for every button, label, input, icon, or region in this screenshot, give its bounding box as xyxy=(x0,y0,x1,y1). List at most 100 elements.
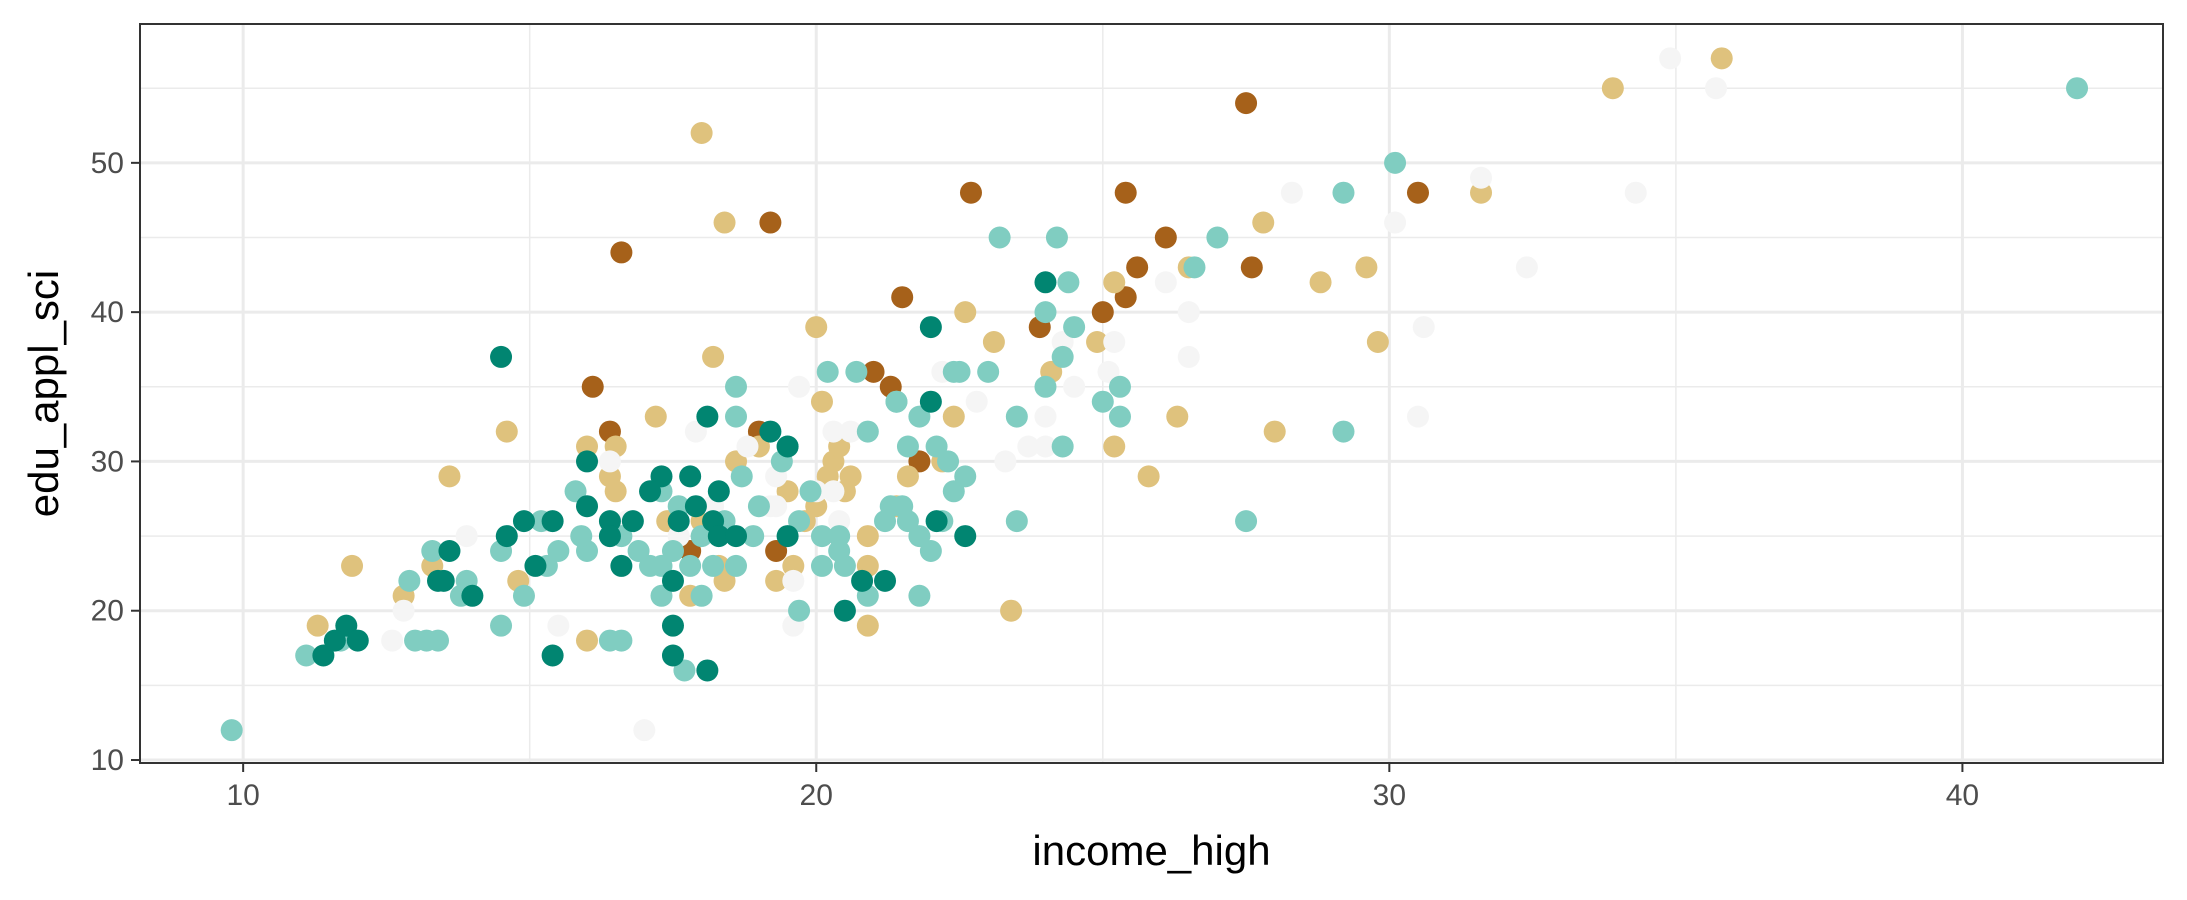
data-point-dark-brown xyxy=(1235,92,1258,115)
data-point-light-teal xyxy=(988,226,1011,249)
data-point-dark-teal xyxy=(679,465,702,488)
data-point-light-teal xyxy=(1108,375,1131,398)
data-point-dark-teal xyxy=(874,569,897,592)
data-point-tan xyxy=(690,121,713,144)
y-tick-label: 40 xyxy=(91,296,124,329)
y-tick-label: 50 xyxy=(91,147,124,180)
data-point-tan xyxy=(702,345,725,368)
data-point-light-teal xyxy=(856,420,879,443)
data-point-tan xyxy=(1166,405,1189,428)
data-point-tan xyxy=(1137,465,1160,488)
data-point-dark-teal xyxy=(667,510,690,533)
data-point-dark-brown xyxy=(891,286,914,309)
data-point-white xyxy=(782,569,805,592)
data-point-white xyxy=(1177,345,1200,368)
data-point-dark-teal xyxy=(495,525,518,548)
data-point-light-teal xyxy=(725,554,748,577)
data-point-light-teal xyxy=(547,540,570,563)
data-point-dark-brown xyxy=(1126,256,1149,279)
data-point-light-teal xyxy=(937,450,960,473)
data-point-white xyxy=(1412,316,1435,339)
data-point-tan xyxy=(856,614,879,637)
data-point-tan xyxy=(713,569,736,592)
data-point-tan xyxy=(1000,599,1023,622)
data-point-tan xyxy=(810,390,833,413)
data-point-dark-teal xyxy=(438,540,461,563)
data-point-dark-teal xyxy=(335,614,358,637)
data-point-light-teal xyxy=(570,525,593,548)
data-point-white xyxy=(1659,47,1682,70)
data-point-light-teal xyxy=(725,375,748,398)
data-point-tan xyxy=(765,569,788,592)
data-point-white xyxy=(1704,77,1727,100)
data-point-light-teal xyxy=(885,390,908,413)
data-point-light-teal xyxy=(799,480,822,503)
data-point-dark-teal xyxy=(661,614,684,637)
data-point-dark-teal xyxy=(576,495,599,518)
data-point-tan xyxy=(1263,420,1286,443)
data-point-light-teal xyxy=(845,360,868,383)
x-tick-label: 30 xyxy=(1373,779,1406,812)
data-point-light-teal xyxy=(564,480,587,503)
data-point-tan xyxy=(1103,435,1126,458)
data-point-tan xyxy=(942,405,965,428)
data-point-light-teal xyxy=(908,525,931,548)
data-point-light-teal xyxy=(650,554,673,577)
data-point-white xyxy=(1384,211,1407,234)
data-point-tan xyxy=(604,480,627,503)
data-point-dark-teal xyxy=(312,644,335,667)
data-point-tan xyxy=(306,614,329,637)
data-point-dark-teal xyxy=(776,525,799,548)
data-point-tan xyxy=(713,211,736,234)
data-point-light-teal xyxy=(742,525,765,548)
data-point-light-teal xyxy=(702,554,725,577)
data-point-dark-teal xyxy=(776,435,799,458)
data-point-dark-brown xyxy=(759,211,782,234)
data-points xyxy=(220,47,2089,742)
data-point-white xyxy=(1154,271,1177,294)
data-point-light-teal xyxy=(1051,345,1074,368)
x-axis-ticks: 10 20 30 40 xyxy=(226,763,1979,812)
data-point-light-teal xyxy=(891,495,914,518)
data-point-light-teal xyxy=(1051,435,1074,458)
data-point-white xyxy=(1097,360,1120,383)
data-point-light-teal xyxy=(1005,405,1028,428)
data-point-dark-teal xyxy=(598,525,621,548)
data-point-dark-teal xyxy=(576,450,599,473)
data-point-dark-teal xyxy=(851,569,874,592)
data-point-dark-brown xyxy=(862,360,885,383)
y-axis-ticks: 10 20 30 40 50 xyxy=(91,147,140,777)
data-point-light-teal xyxy=(220,719,243,742)
data-point-light-teal xyxy=(1235,510,1258,533)
data-point-light-teal xyxy=(679,554,702,577)
data-point-white xyxy=(381,629,404,652)
data-point-dark-teal xyxy=(1034,271,1057,294)
data-point-dark-teal xyxy=(684,495,707,518)
data-point-tan xyxy=(644,405,667,428)
data-point-dark-teal xyxy=(696,659,719,682)
data-point-dark-teal xyxy=(621,510,644,533)
data-point-light-teal xyxy=(1045,226,1068,249)
data-point-white xyxy=(392,599,415,622)
data-point-dark-teal xyxy=(650,465,673,488)
data-point-light-teal xyxy=(421,540,444,563)
data-point-white xyxy=(788,375,811,398)
data-point-tan xyxy=(776,480,799,503)
minor-gridlines xyxy=(140,24,2163,763)
data-point-white xyxy=(1034,405,1057,428)
data-point-dark-brown xyxy=(1114,286,1137,309)
data-point-white xyxy=(994,450,1017,473)
data-point-white xyxy=(684,420,707,443)
data-point-light-teal xyxy=(896,435,919,458)
data-point-dark-teal xyxy=(490,345,513,368)
data-point-light-teal xyxy=(730,465,753,488)
data-point-white xyxy=(822,480,845,503)
data-point-light-teal xyxy=(810,554,833,577)
data-point-tan xyxy=(896,465,919,488)
data-point-white xyxy=(598,450,621,473)
data-point-dark-brown xyxy=(581,375,604,398)
data-point-light-teal xyxy=(673,659,696,682)
data-point-tan xyxy=(1366,330,1389,353)
data-point-light-teal xyxy=(1091,390,1114,413)
